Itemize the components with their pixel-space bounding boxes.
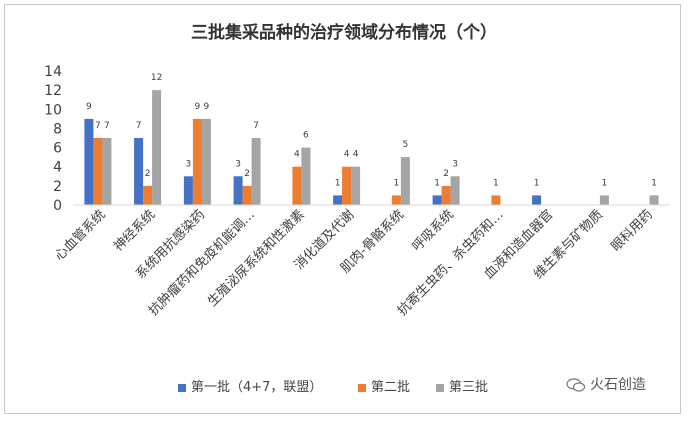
x-tick-label: 呼吸系统 — [410, 207, 457, 254]
chart-title: 三批集采品种的治疗领域分布情况（个） — [191, 23, 497, 43]
bar-series-1 — [432, 195, 442, 205]
legend-label-series-2: 第二批 — [371, 380, 411, 395]
data-label: 9 — [195, 102, 201, 112]
data-label: 7 — [95, 121, 101, 131]
data-label: 2 — [244, 169, 250, 179]
legend-item-series-2: 第二批 — [358, 376, 410, 395]
data-label: 3 — [235, 159, 241, 169]
bar-series-3 — [649, 195, 659, 205]
data-label: 12 — [151, 73, 162, 83]
bar-series-1 — [233, 176, 243, 205]
chart-frame — [4, 4, 681, 414]
bar-series-2 — [292, 166, 302, 205]
bar-series-2 — [93, 138, 103, 205]
y-tick-label: 14 — [44, 64, 62, 80]
bar-series-1 — [333, 195, 343, 205]
data-label: 1 — [434, 178, 440, 188]
y-tick-label: 0 — [53, 198, 62, 214]
watermark-text: 火石创造 — [590, 377, 646, 393]
bar-series-3 — [599, 195, 609, 205]
data-label: 2 — [145, 169, 151, 179]
data-label: 1 — [534, 178, 540, 188]
data-label: 7 — [104, 121, 110, 131]
data-label: 9 — [204, 102, 210, 112]
data-label: 7 — [253, 121, 259, 131]
bar-series-3 — [351, 166, 361, 205]
data-label: 2 — [443, 169, 449, 179]
bar-series-1 — [183, 176, 193, 205]
data-label: 7 — [136, 121, 142, 131]
bar-series-3 — [102, 138, 112, 205]
legend-item-series-1: 第一批（4+7，联盟） — [178, 376, 322, 395]
data-label: 4 — [344, 150, 350, 160]
data-label: 3 — [186, 159, 192, 169]
data-label: 4 — [294, 150, 300, 160]
data-label: 4 — [353, 150, 359, 160]
y-tick-label: 8 — [53, 121, 62, 137]
bar-series-3 — [301, 147, 311, 205]
data-label: 1 — [651, 178, 657, 188]
bar-series-2 — [391, 195, 401, 205]
y-tick-label: 6 — [53, 141, 62, 157]
bar-series-3 — [450, 176, 460, 205]
legend-label-series-1: 第一批（4+7，联盟） — [191, 380, 323, 395]
x-tick-label: 眼科用药 — [609, 207, 656, 254]
bar-series-1 — [84, 118, 94, 205]
data-label: 1 — [394, 178, 400, 188]
legend-label-series-3: 第三批 — [449, 380, 489, 395]
bar-series-3 — [201, 118, 211, 205]
bar-series-1 — [532, 195, 542, 205]
x-tick-label: 神经系统 — [111, 207, 158, 254]
data-label: 9 — [86, 102, 92, 112]
legend-item-series-3: 第三批 — [436, 376, 488, 395]
bar-series-1 — [134, 138, 144, 205]
bar-series-2 — [143, 185, 153, 205]
data-label: 3 — [452, 159, 458, 169]
bar-series-2 — [242, 185, 252, 205]
wechat-icon — [566, 378, 586, 392]
y-axis: 0 2 4 6 8 10 12 14 — [44, 64, 62, 214]
x-tick-label: 心血管系统 — [52, 207, 109, 264]
legend-swatch-series-1 — [178, 383, 186, 392]
bar-series-3 — [152, 90, 162, 205]
data-label: 6 — [303, 131, 309, 141]
bar-series-2 — [491, 195, 501, 205]
bar-series-3 — [251, 138, 261, 205]
x-axis: 心血管系统 神经系统系统用抗感染药抗肿瘤药和免疫机能调…生殖泌尿系统和性激素消化道… — [52, 207, 656, 319]
bar-series-3 — [400, 157, 410, 205]
bar-series-2 — [192, 118, 202, 205]
bar-series-2 — [441, 185, 451, 205]
y-tick-label: 4 — [53, 160, 62, 176]
y-tick-label: 12 — [44, 83, 62, 99]
x-tick-label: 生殖泌尿系统和性激素 — [204, 207, 307, 310]
y-tick-label: 2 — [53, 179, 62, 195]
watermark: 火石创造 — [566, 374, 646, 394]
legend-swatch-series-3 — [436, 383, 444, 392]
data-label: 5 — [403, 140, 409, 150]
legend-swatch-series-2 — [358, 383, 366, 392]
bars-group — [84, 90, 659, 205]
data-label: 1 — [493, 178, 499, 188]
data-label: 1 — [602, 178, 608, 188]
data-label: 1 — [335, 178, 341, 188]
y-tick-label: 10 — [44, 102, 62, 118]
bar-series-2 — [342, 166, 352, 205]
